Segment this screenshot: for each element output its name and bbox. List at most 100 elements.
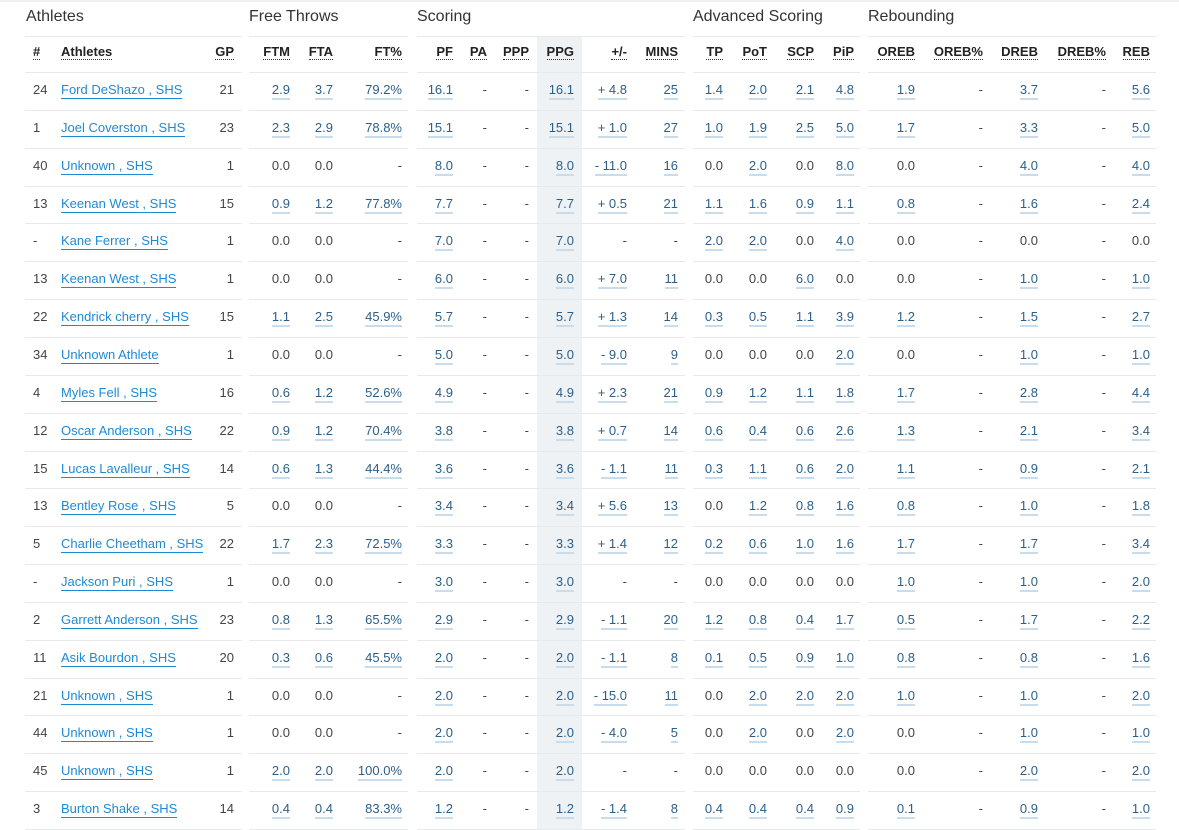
stat-dreb[interactable]: 3.7 (1019, 82, 1038, 100)
stat-pf[interactable]: 3.6 (434, 461, 453, 479)
column-header-reb[interactable]: REB (1122, 44, 1150, 60)
stat-scp[interactable]: 0.4 (795, 612, 814, 630)
stat-ppg[interactable]: 7.7 (555, 196, 574, 214)
stat-pot[interactable]: 2.0 (748, 158, 767, 176)
stat-scp[interactable]: 0.8 (795, 498, 814, 517)
stat-pot[interactable]: 2.0 (748, 233, 767, 252)
stat-pf[interactable]: 3.3 (434, 536, 453, 555)
stat-fta[interactable]: 1.2 (314, 385, 333, 403)
stat-ft-pct[interactable]: 70.4% (365, 423, 402, 441)
stat-reb[interactable]: 2.4 (1131, 196, 1150, 214)
stat-pot[interactable]: 1.2 (748, 385, 767, 403)
column-header-plus-minus[interactable]: +/- (611, 44, 627, 60)
stat-mins[interactable]: 27 (663, 120, 678, 138)
stat-ftm[interactable]: 1.7 (271, 536, 290, 555)
stat-pot[interactable]: 1.1 (748, 461, 767, 479)
stat-ftm[interactable]: 0.6 (271, 385, 290, 403)
stat-scp[interactable]: 0.9 (795, 196, 814, 214)
stat-mins[interactable]: 9 (670, 347, 678, 365)
stat-ft-pct[interactable]: 78.8% (365, 120, 402, 138)
stat-reb[interactable]: 2.0 (1131, 688, 1150, 706)
stat-tp[interactable]: 1.4 (704, 82, 723, 100)
stat-oreb[interactable]: 1.7 (896, 385, 915, 403)
stat-plus-minus[interactable]: + 0.7 (597, 423, 627, 441)
stat-oreb[interactable]: 0.8 (896, 196, 915, 214)
stat-tp[interactable]: 0.4 (704, 801, 723, 820)
stat-plus-minus[interactable]: - 9.0 (600, 347, 627, 365)
column-header-pot[interactable]: PoT (742, 44, 767, 60)
stat-dreb[interactable]: 1.0 (1019, 688, 1038, 706)
column-header-pa[interactable]: PA (469, 44, 487, 60)
stat-ftm[interactable]: 0.6 (271, 461, 290, 479)
column-header-fta[interactable]: FTA (308, 44, 333, 60)
stat-fta[interactable]: 2.0 (314, 763, 333, 782)
stat-ftm[interactable]: 0.8 (271, 612, 290, 630)
stat-dreb[interactable]: 1.0 (1019, 271, 1038, 290)
stat-mins[interactable]: 5 (670, 725, 678, 744)
stat-pot[interactable]: 0.5 (748, 650, 767, 668)
stat-pf[interactable]: 5.0 (434, 347, 453, 365)
stat-dreb[interactable]: 2.1 (1019, 423, 1038, 441)
athlete-name-link[interactable]: Bentley Rose , SHS (61, 498, 176, 516)
stat-oreb[interactable]: 1.0 (896, 688, 915, 706)
athlete-name-link[interactable]: Garrett Anderson , SHS (61, 611, 198, 629)
stat-pip[interactable]: 0.9 (835, 801, 854, 820)
stat-pf[interactable]: 2.0 (434, 725, 453, 744)
stat-plus-minus[interactable]: + 5.6 (597, 498, 627, 517)
stat-dreb[interactable]: 2.0 (1019, 763, 1038, 782)
stat-fta[interactable]: 1.2 (314, 196, 333, 214)
stat-plus-minus[interactable]: + 1.4 (597, 536, 627, 555)
stat-scp[interactable]: 2.0 (795, 688, 814, 706)
stat-pot[interactable]: 1.2 (748, 498, 767, 517)
athlete-name-link[interactable]: Unknown , SHS (61, 763, 153, 781)
stat-pip[interactable]: 1.6 (835, 498, 854, 517)
stat-dreb[interactable]: 1.7 (1019, 536, 1038, 555)
stat-oreb[interactable]: 1.3 (896, 423, 915, 441)
stat-ppg[interactable]: 2.0 (555, 725, 574, 744)
stat-pot[interactable]: 0.6 (748, 536, 767, 555)
stat-reb[interactable]: 1.6 (1131, 650, 1150, 668)
stat-plus-minus[interactable]: - 4.0 (600, 725, 627, 744)
stat-tp[interactable]: 0.6 (704, 423, 723, 441)
stat-pip[interactable]: 1.0 (835, 650, 854, 668)
stat-tp[interactable]: 2.0 (704, 233, 723, 252)
athlete-name-link[interactable]: Unknown , SHS (61, 687, 153, 705)
stat-ppg[interactable]: 2.0 (555, 688, 574, 706)
stat-ppg[interactable]: 3.3 (555, 536, 574, 555)
stat-dreb[interactable]: 1.6 (1019, 196, 1038, 214)
column-header-scp[interactable]: SCP (787, 44, 814, 60)
stat-pip[interactable]: 2.0 (835, 347, 854, 365)
stat-pf[interactable]: 2.0 (434, 688, 453, 706)
stat-fta[interactable]: 1.3 (314, 612, 333, 630)
stat-pip[interactable]: 1.1 (835, 196, 854, 214)
stat-pip[interactable]: 3.9 (835, 309, 854, 328)
stat-dreb[interactable]: 1.7 (1019, 612, 1038, 630)
stat-mins[interactable]: 8 (670, 650, 678, 668)
athlete-name-link[interactable]: Unknown Athlete (61, 346, 159, 364)
stat-dreb[interactable]: 4.0 (1019, 158, 1038, 176)
athlete-name-link[interactable]: Myles Fell , SHS (61, 384, 158, 402)
stat-pip[interactable]: 1.6 (835, 536, 854, 555)
athlete-name-link[interactable]: Burton Shake , SHS (61, 801, 178, 819)
stat-dreb[interactable]: 1.0 (1019, 574, 1038, 593)
stat-scp[interactable]: 1.1 (795, 385, 814, 403)
stat-ft-pct[interactable]: 83.3% (365, 801, 402, 820)
stat-ppg[interactable]: 2.0 (555, 650, 574, 668)
stat-ftm[interactable]: 0.9 (271, 196, 290, 214)
column-header-pip[interactable]: PiP (833, 44, 854, 60)
stat-pf[interactable]: 3.0 (434, 574, 453, 593)
stat-ftm[interactable]: 1.1 (271, 309, 290, 328)
stat-ppg[interactable]: 2.0 (555, 763, 574, 782)
stat-ft-pct[interactable]: 44.4% (365, 461, 402, 479)
stat-dreb[interactable]: 0.8 (1019, 650, 1038, 668)
stat-ftm[interactable]: 0.3 (271, 650, 290, 668)
stat-fta[interactable]: 1.2 (314, 423, 333, 441)
athlete-name-link[interactable]: Keenan West , SHS (61, 271, 177, 289)
column-header-ppp[interactable]: PPP (502, 44, 529, 60)
stat-pf[interactable]: 3.4 (434, 498, 453, 517)
stat-pip[interactable]: 8.0 (835, 158, 854, 176)
stat-pot[interactable]: 0.4 (748, 801, 767, 820)
stat-reb[interactable]: 1.0 (1131, 347, 1150, 365)
stat-pot[interactable]: 1.9 (748, 120, 767, 138)
stat-ft-pct[interactable]: 52.6% (365, 385, 402, 403)
